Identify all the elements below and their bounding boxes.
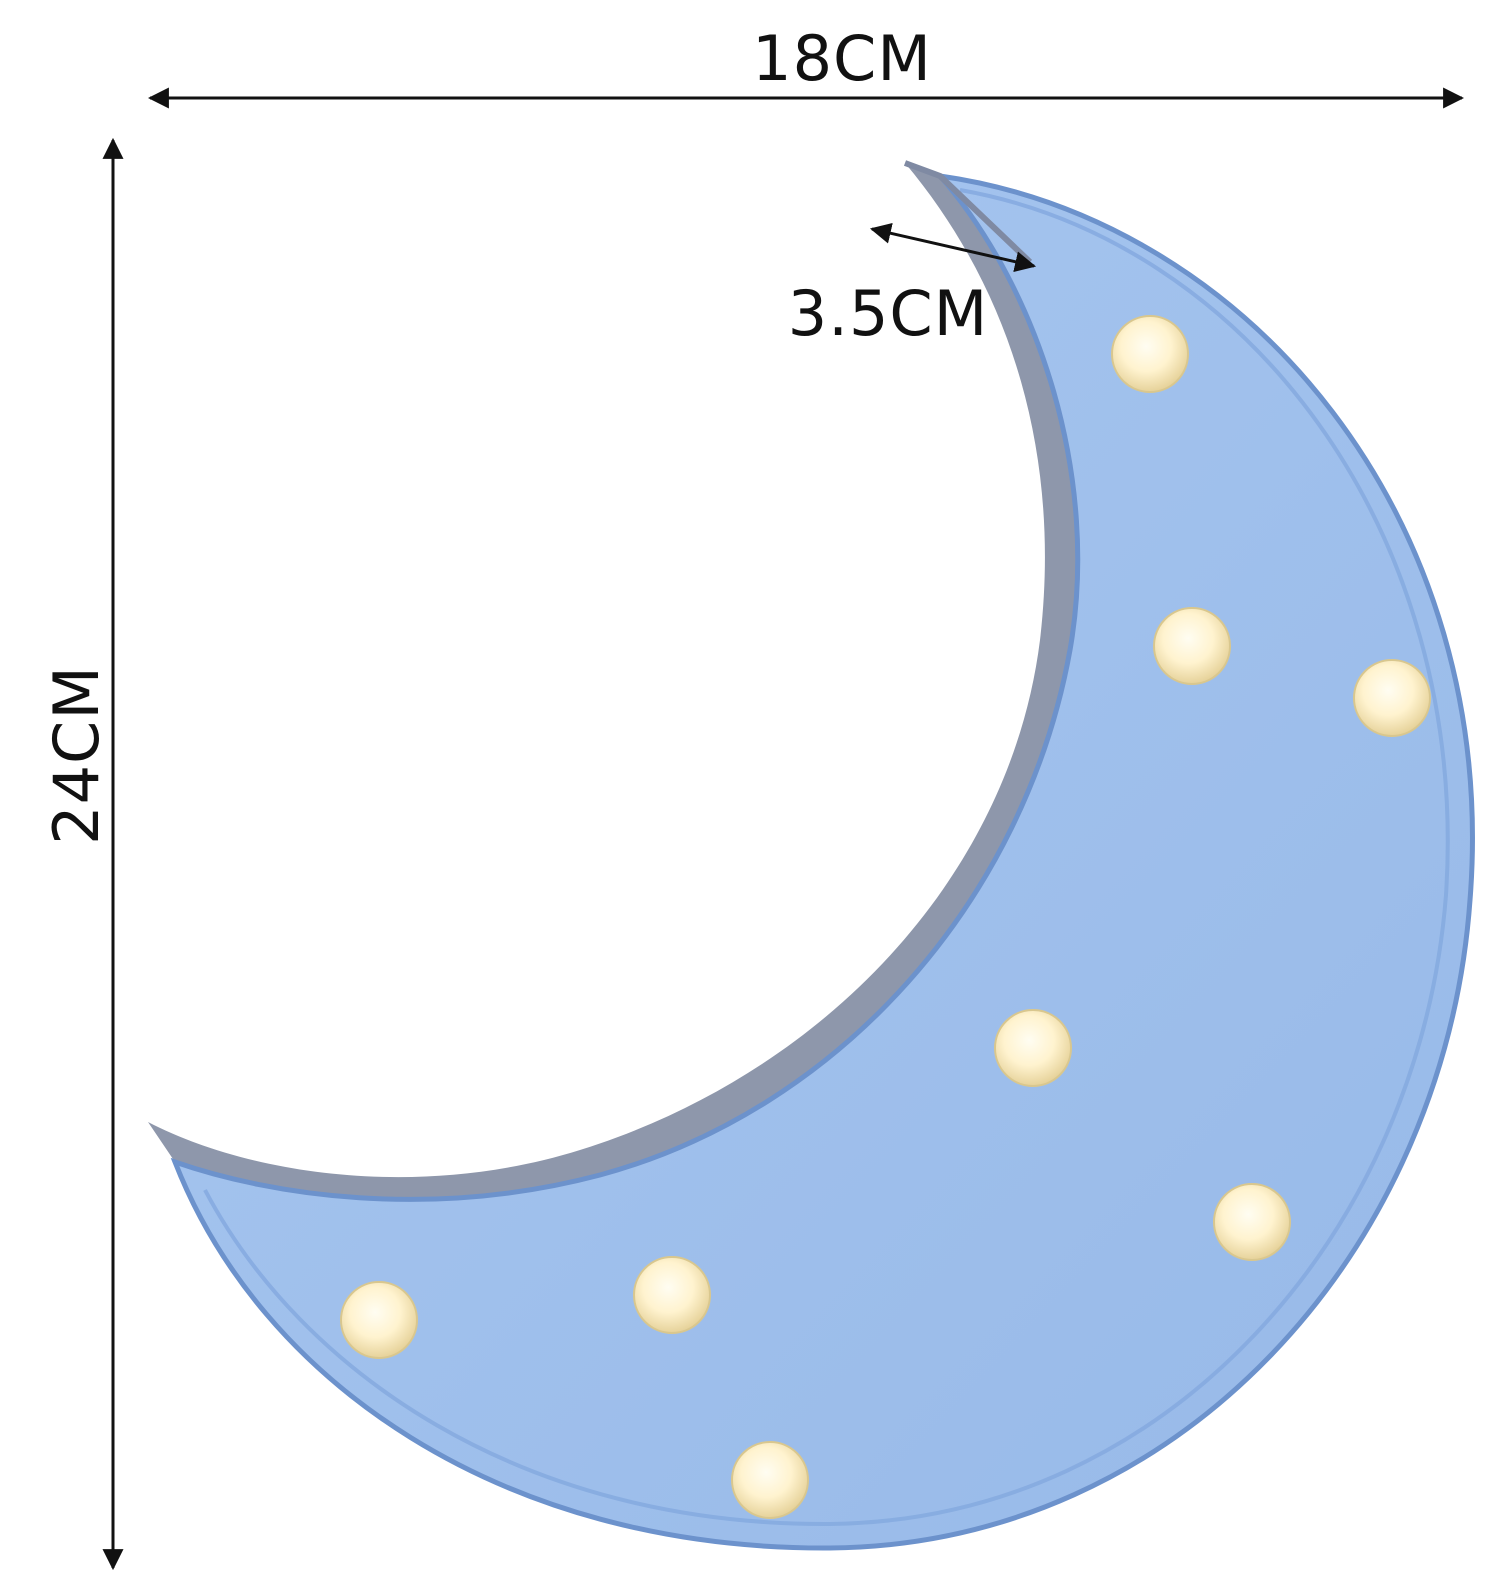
moon-rim <box>203 188 1450 1527</box>
led-bulb <box>1213 1183 1291 1261</box>
depth-label: 3.5CM <box>788 277 988 350</box>
height-label: 24CM <box>40 665 113 845</box>
depth-dimension: 3.5CM <box>788 222 1037 350</box>
led-bulb <box>1153 607 1231 685</box>
led-bulb <box>1111 315 1189 393</box>
width-label: 18CM <box>752 22 932 95</box>
led-bulb <box>994 1009 1072 1087</box>
led-bulb <box>340 1281 418 1359</box>
led-bulb <box>731 1441 809 1519</box>
moon-lamp <box>148 160 1475 1551</box>
moon-face <box>170 172 1475 1551</box>
height-dimension: 24CM <box>40 137 124 1571</box>
led-bulb <box>633 1256 711 1334</box>
depth-arrow-line <box>869 222 1037 273</box>
led-bulbs <box>340 315 1431 1519</box>
width-dimension: 18CM <box>147 22 1465 109</box>
led-bulb <box>1353 659 1431 737</box>
